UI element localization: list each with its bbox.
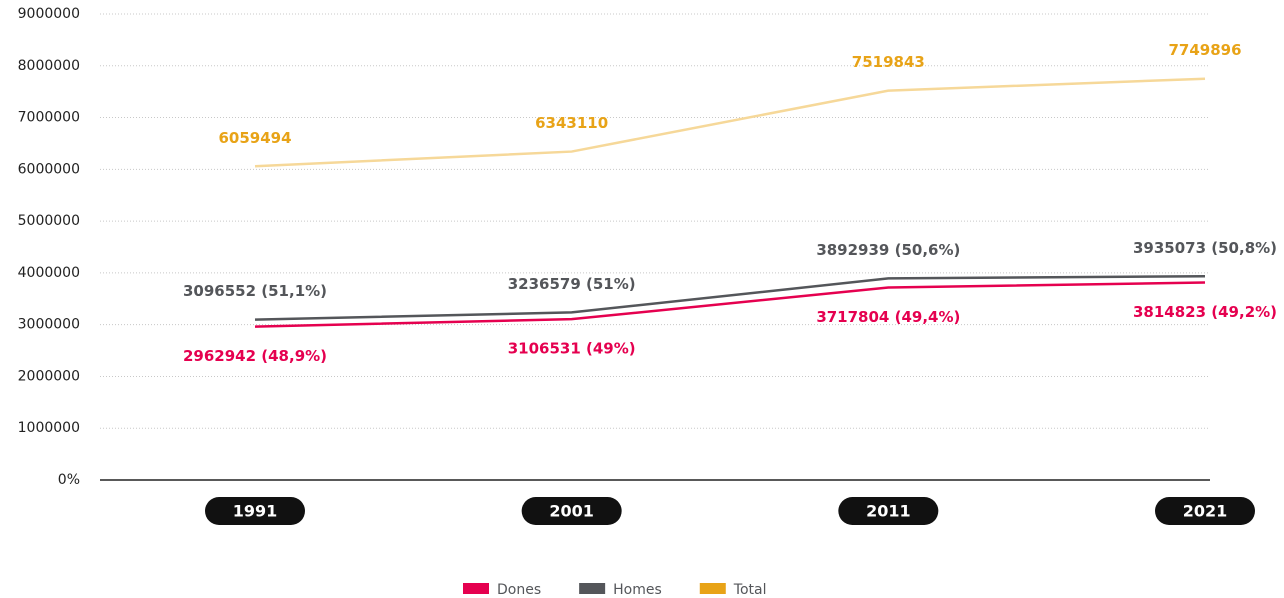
data-label: 3814823 (49,2%) — [1133, 303, 1277, 321]
data-label: 3106531 (49%) — [508, 340, 636, 358]
category-pill — [205, 497, 305, 525]
category-pill — [1155, 497, 1255, 525]
data-label: 6059494 — [218, 129, 291, 147]
legend-label: Homes — [613, 582, 662, 598]
y-tick-label: 2000000 — [18, 368, 80, 384]
data-label: 7749896 — [1168, 41, 1241, 59]
legend-swatch — [579, 583, 606, 594]
legend-label: Total — [733, 582, 767, 598]
y-tick-label: 0% — [58, 472, 80, 488]
y-tick-label: 7000000 — [18, 110, 80, 126]
data-label: 6343110 — [535, 114, 608, 132]
y-tick-label: 3000000 — [18, 317, 80, 333]
legend-label: Dones — [497, 582, 541, 598]
y-tick-label: 6000000 — [18, 161, 80, 177]
data-label: 2962942 (48,9%) — [183, 347, 327, 365]
data-label: 3096552 (51,1%) — [183, 282, 327, 300]
x-tick-label: 2001 — [549, 502, 594, 521]
category-pill — [838, 497, 939, 525]
series-line — [254, 77, 1206, 168]
x-tick-label: 2011 — [866, 502, 911, 521]
y-tick-label: 4000000 — [18, 265, 80, 281]
legend-swatch — [463, 583, 489, 594]
y-tick-label: 8000000 — [18, 58, 80, 74]
category-pill — [521, 497, 622, 525]
y-tick-label: 9000000 — [18, 6, 80, 22]
series-line — [254, 275, 1206, 321]
data-label: 3717804 (49,4%) — [816, 308, 960, 326]
x-tick-label: 1991 — [233, 502, 278, 521]
data-label: 7519843 — [852, 53, 925, 71]
x-tick-label: 2021 — [1183, 502, 1228, 521]
data-label: 3892939 (50,6%) — [816, 241, 960, 259]
data-label: 3935073 (50,8%) — [1133, 239, 1277, 257]
y-tick-label: 1000000 — [18, 420, 80, 436]
data-label: 3236579 (51%) — [508, 275, 636, 293]
legend-swatch — [699, 583, 726, 594]
y-tick-label: 5000000 — [18, 213, 80, 229]
series-line — [254, 281, 1206, 328]
